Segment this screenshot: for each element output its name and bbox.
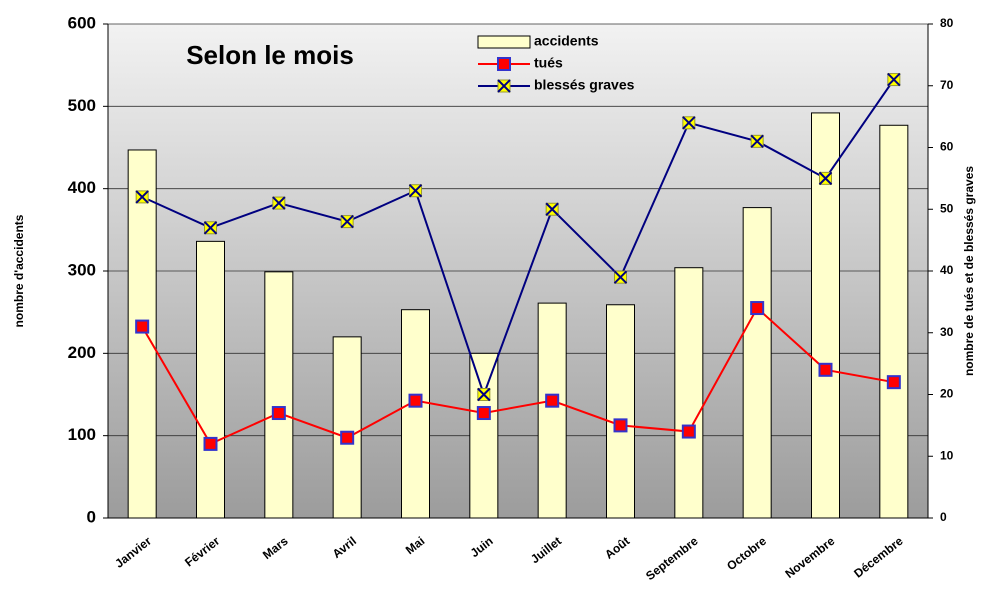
y-tick-label: 200 <box>68 343 96 362</box>
y-tick-label: 500 <box>68 96 96 115</box>
y2-tick-label: 80 <box>940 16 954 30</box>
y-tick-label: 0 <box>87 507 96 526</box>
marker <box>887 72 901 87</box>
marker <box>203 436 218 451</box>
bar <box>674 267 704 519</box>
x-tick-label: Janvier <box>112 534 154 571</box>
legend-label: accidents <box>534 33 599 49</box>
bar <box>879 124 909 519</box>
y-tick-label: 400 <box>68 178 96 197</box>
marker <box>408 184 423 198</box>
bar <box>127 149 157 519</box>
bar <box>264 271 294 519</box>
marker <box>545 393 560 408</box>
y2-tick-label: 60 <box>940 140 954 154</box>
bar <box>606 304 635 519</box>
bar <box>196 240 225 519</box>
line <box>141 79 895 398</box>
y2-tick-label: 50 <box>940 201 954 215</box>
y2-tick-label: 70 <box>940 78 954 92</box>
marker <box>750 301 765 316</box>
marker <box>818 171 833 186</box>
marker <box>135 190 149 204</box>
bar <box>332 336 362 519</box>
marker <box>476 406 491 421</box>
marker <box>408 393 423 408</box>
y2-tick-label: 30 <box>940 325 954 339</box>
bar <box>401 309 430 519</box>
y2-tick-label: 0 <box>940 510 947 524</box>
marker <box>613 418 628 433</box>
marker <box>681 424 696 439</box>
x-tick-label: Octobre <box>724 534 769 574</box>
legend-label: tués <box>534 55 563 71</box>
marker <box>340 214 354 229</box>
x-tick-label: Février <box>182 534 222 570</box>
marker <box>682 116 696 130</box>
x-tick-label: Juillet <box>528 534 564 566</box>
x-tick-label: Août <box>602 534 632 562</box>
y2-axis-label: nombre de tués et de blessés graves <box>962 166 976 376</box>
marker <box>271 406 286 421</box>
y2-tick-label: 10 <box>940 448 954 462</box>
marker <box>135 319 150 334</box>
y2-tick-label: 40 <box>940 263 954 277</box>
marker <box>545 202 559 216</box>
line <box>141 306 895 446</box>
y-axis-label: nombre d'accidents <box>12 214 26 327</box>
x-tick-label: Septembre <box>643 534 701 583</box>
x-tick-label: Avril <box>330 534 359 561</box>
x-tick-label: Juin <box>468 534 496 560</box>
marker <box>818 362 833 377</box>
legend-marker <box>497 79 511 93</box>
marker <box>340 430 355 445</box>
bar <box>537 302 567 519</box>
bar <box>742 207 772 519</box>
legend-swatch <box>477 35 531 49</box>
x-tick-label: Mai <box>403 534 427 557</box>
x-tick-label: Décembre <box>851 534 906 581</box>
chart-title: Selon le mois <box>186 40 354 70</box>
x-tick-label: Mars <box>260 534 291 562</box>
marker <box>272 196 286 210</box>
legend-label: blessés graves <box>534 77 635 93</box>
legend-marker <box>497 57 511 71</box>
y-tick-label: 100 <box>68 425 96 444</box>
marker <box>750 134 764 149</box>
marker <box>477 387 491 402</box>
y-tick-label: 300 <box>68 260 96 279</box>
y2-tick-label: 20 <box>940 387 954 401</box>
bar <box>469 352 499 519</box>
marker <box>203 221 218 235</box>
x-tick-label: Novembre <box>782 534 837 581</box>
y-tick-label: 600 <box>68 13 96 32</box>
marker <box>613 270 628 284</box>
marker <box>886 375 901 390</box>
